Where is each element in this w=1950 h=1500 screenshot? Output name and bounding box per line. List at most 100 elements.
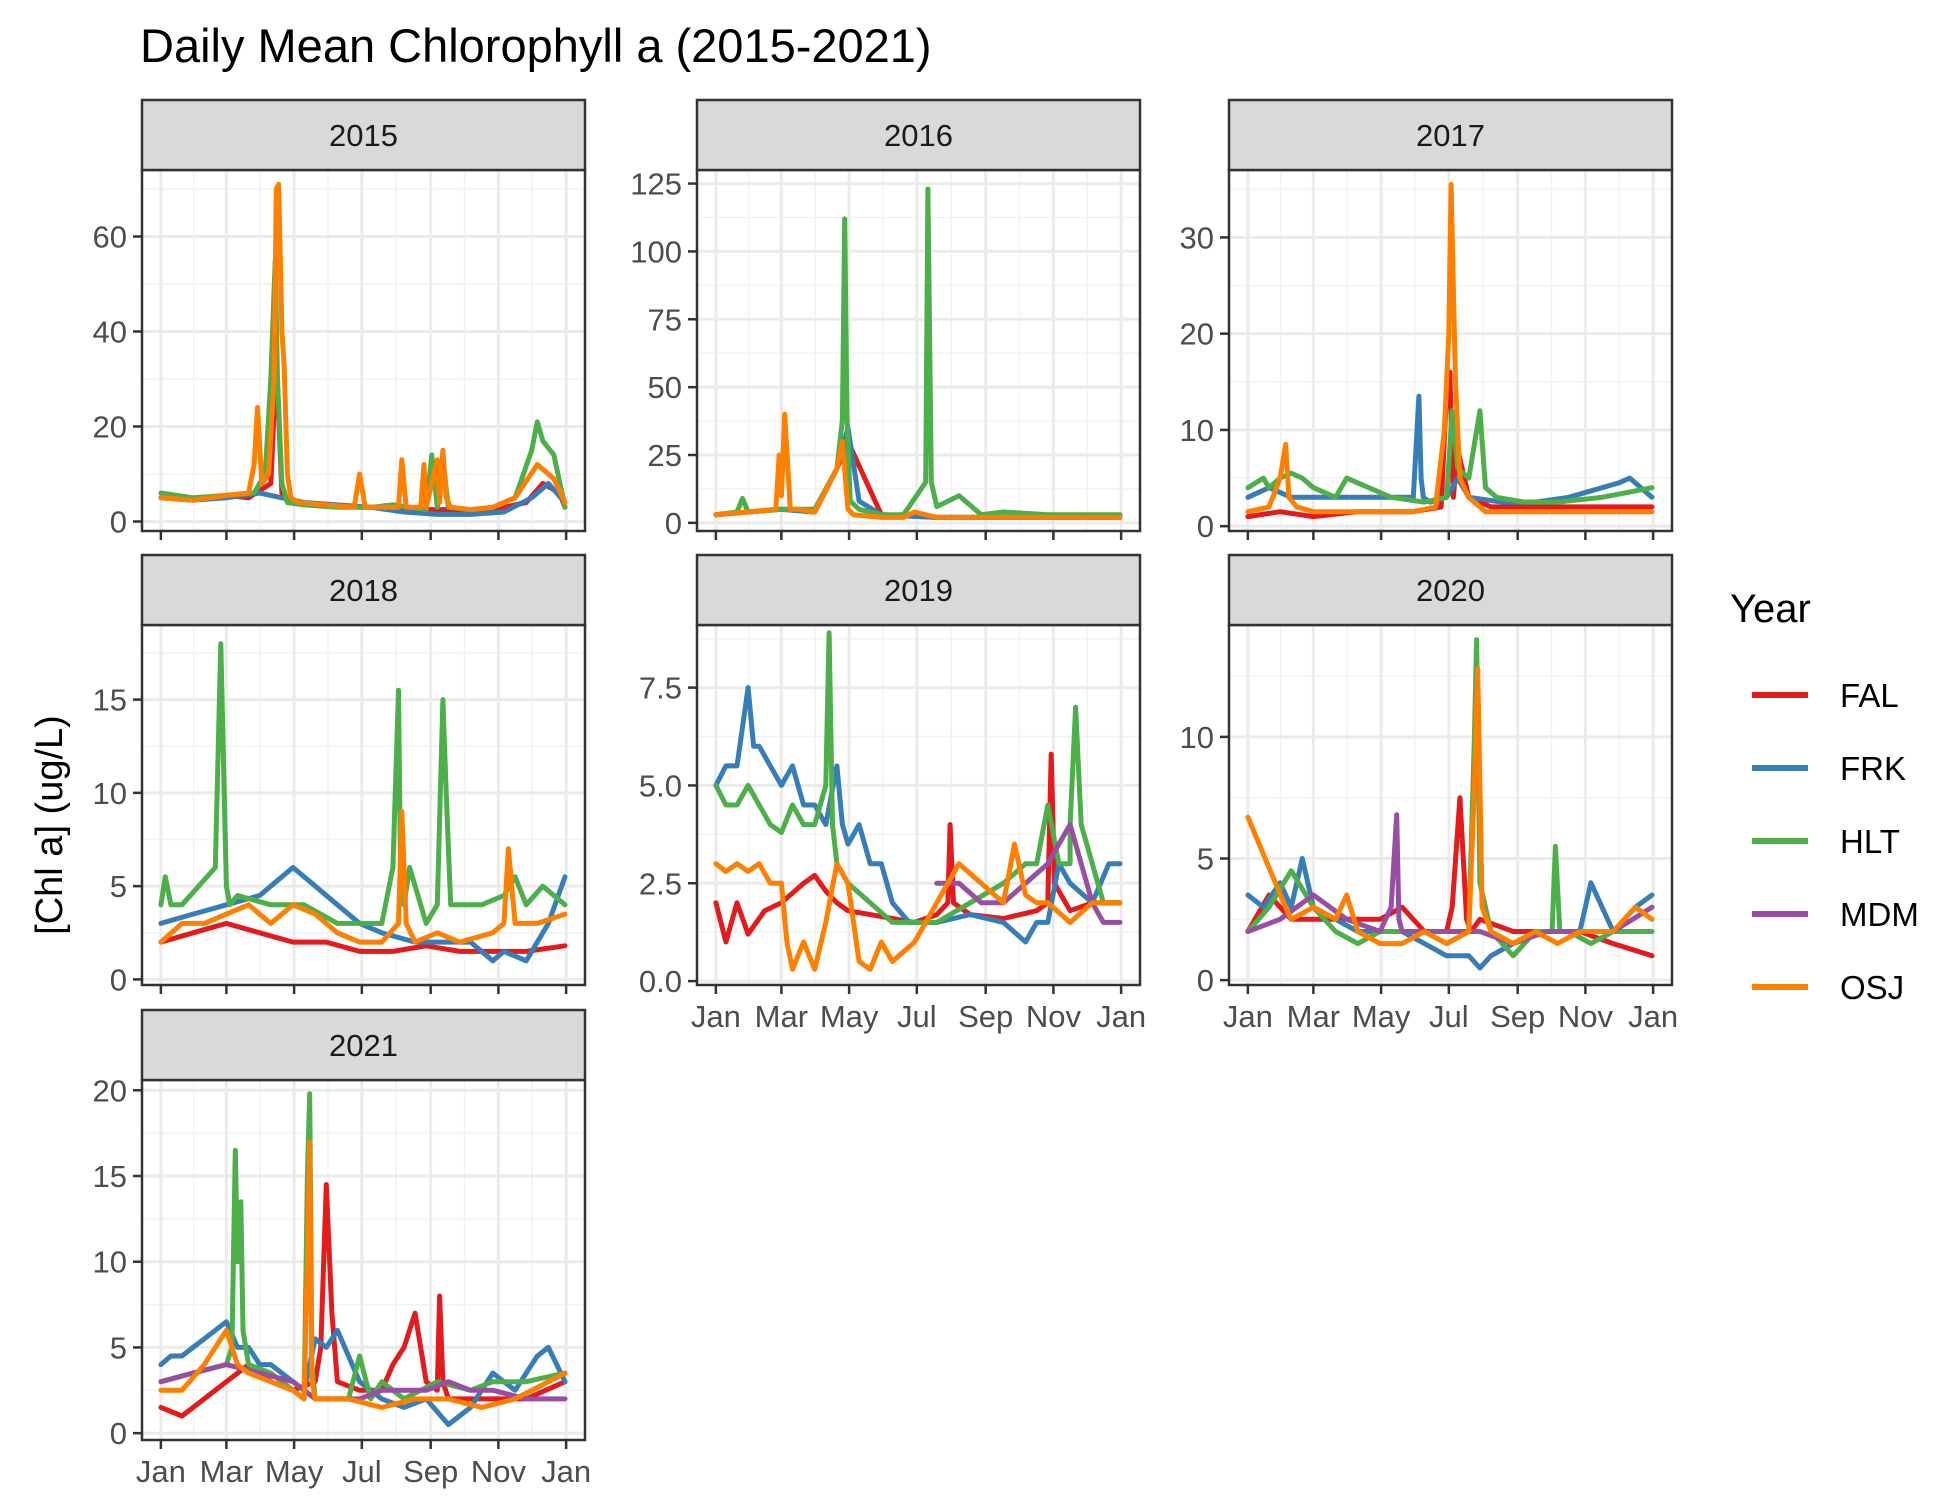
x-tick-label: Sep bbox=[1490, 999, 1545, 1034]
series-line-frk bbox=[158, 865, 568, 964]
y-tick-label: 5 bbox=[110, 869, 127, 904]
y-tick-label: 0 bbox=[110, 505, 127, 540]
legend-title: Year bbox=[1730, 587, 1811, 631]
legend-item-frk: FRK bbox=[1752, 750, 1906, 787]
y-tick-label: 0.0 bbox=[639, 964, 682, 999]
y-tick-label: 20 bbox=[93, 1073, 127, 1108]
y-tick-label: 10 bbox=[1180, 413, 1214, 448]
x-tick-label: Jul bbox=[897, 999, 937, 1034]
x-tick-label: Mar bbox=[755, 999, 808, 1034]
facet-strip-label: 2020 bbox=[1416, 573, 1485, 608]
panel-2018: 2018 0 5 10 15 bbox=[93, 553, 587, 997]
series-line-hlt bbox=[158, 641, 568, 926]
x-tick-label: Jul bbox=[1429, 999, 1469, 1034]
x-tick-label: May bbox=[1352, 999, 1411, 1034]
series-line-fal bbox=[158, 920, 568, 954]
series-line-fal bbox=[1245, 369, 1655, 520]
legend-item-fal: FAL bbox=[1752, 677, 1899, 714]
panel-background bbox=[697, 170, 1140, 531]
x-tick-label: Jan bbox=[541, 1454, 591, 1489]
legend-label: FRK bbox=[1840, 750, 1906, 787]
panel-background bbox=[142, 170, 585, 531]
x-tick-label: Nov bbox=[1558, 999, 1614, 1034]
y-tick-label: 2.5 bbox=[639, 866, 682, 901]
facet-strip bbox=[140, 553, 587, 627]
facet-panels: 2015020406020160255075100125201701020302… bbox=[93, 98, 1678, 1489]
y-tick-label: 10 bbox=[1180, 720, 1214, 755]
series-line-osj bbox=[158, 809, 568, 945]
facet-strip-label: 2016 bbox=[884, 118, 953, 153]
y-tick-label: 10 bbox=[93, 776, 127, 811]
legend-label: FAL bbox=[1840, 677, 1899, 714]
x-tick-label: Jan bbox=[1096, 999, 1146, 1034]
y-tick-label: 0 bbox=[1197, 509, 1214, 544]
y-tick-label: 20 bbox=[1180, 317, 1214, 352]
legend-label: OSJ bbox=[1840, 969, 1904, 1006]
series-line-hlt bbox=[158, 1091, 568, 1402]
x-tick-label: Jan bbox=[1628, 999, 1678, 1034]
facet-strip bbox=[695, 553, 1142, 627]
series-line-osj bbox=[158, 181, 568, 513]
series-line-osj bbox=[713, 411, 1123, 520]
y-tick-label: 0 bbox=[665, 506, 682, 541]
legend-label: HLT bbox=[1840, 823, 1900, 860]
panel-2017: 2017 0 10 20 30 bbox=[1180, 98, 1674, 544]
legend: Year FAL FRK HLT MDM OSJ bbox=[1730, 587, 1919, 1006]
x-tick-label: Nov bbox=[1026, 999, 1082, 1034]
x-tick-label: Nov bbox=[471, 1454, 527, 1489]
series-line-mdm bbox=[934, 822, 1123, 925]
y-tick-label: 0 bbox=[110, 962, 127, 997]
facet-strip-label: 2019 bbox=[884, 573, 953, 608]
facet-strip-label: 2021 bbox=[329, 1028, 398, 1063]
series-line-osj bbox=[158, 1139, 568, 1410]
facet-strip bbox=[695, 98, 1142, 172]
y-tick-label: 0 bbox=[1197, 963, 1214, 998]
y-tick-label: 30 bbox=[1180, 220, 1214, 255]
x-tick-label: Sep bbox=[403, 1454, 458, 1489]
y-tick-label: 100 bbox=[630, 234, 682, 269]
facet-strip-label: 2015 bbox=[329, 118, 398, 153]
facet-strip bbox=[140, 1008, 587, 1082]
legend-item-osj: OSJ bbox=[1752, 969, 1904, 1006]
x-tick-label: May bbox=[265, 1454, 324, 1489]
x-tick-label: Jan bbox=[691, 999, 741, 1034]
facet-strip bbox=[140, 98, 587, 172]
series-line-osj bbox=[1245, 666, 1655, 947]
facet-strip-label: 2017 bbox=[1416, 118, 1485, 153]
y-tick-label: 15 bbox=[93, 1159, 127, 1194]
facet-strip bbox=[1227, 98, 1674, 172]
x-tick-label: Jan bbox=[136, 1454, 186, 1489]
legend-item-hlt: HLT bbox=[1752, 823, 1900, 860]
y-tick-label: 10 bbox=[93, 1245, 127, 1280]
series-line-frk bbox=[1245, 856, 1655, 971]
facet-strip bbox=[1227, 553, 1674, 627]
y-tick-label: 5.0 bbox=[639, 768, 682, 803]
series-line-frk bbox=[713, 685, 1123, 945]
series-line-osj bbox=[1245, 181, 1655, 515]
x-tick-label: Jul bbox=[342, 1454, 382, 1489]
y-tick-label: 7.5 bbox=[639, 671, 682, 706]
x-tick-label: Jan bbox=[1223, 999, 1273, 1034]
y-tick-label: 125 bbox=[630, 167, 682, 202]
y-tick-label: 5 bbox=[1197, 842, 1214, 877]
x-tick-label: May bbox=[820, 999, 879, 1034]
panel-2021: 2021 0 5 10 15 20 Jan Mar May Jul Sep Nov Jan bbox=[93, 1008, 591, 1489]
facet-strip-label: 2018 bbox=[329, 573, 398, 608]
panel-background bbox=[697, 625, 1140, 985]
y-tick-label: 0 bbox=[110, 1416, 127, 1451]
series-line-osj bbox=[713, 841, 1123, 972]
y-tick-label: 15 bbox=[93, 683, 127, 718]
legend-items: FAL FRK HLT MDM OSJ bbox=[1752, 677, 1919, 1006]
x-tick-label: Mar bbox=[200, 1454, 253, 1489]
panel-2016: 2016 0 25 50 75 100 125 bbox=[630, 98, 1142, 541]
y-tick-label: 50 bbox=[648, 370, 682, 405]
y-tick-label: 20 bbox=[93, 410, 127, 445]
x-tick-label: Mar bbox=[1287, 999, 1340, 1034]
x-tick-label: Sep bbox=[958, 999, 1013, 1034]
panel-2019: 2019 0.0 2.5 5.0 7.5 Jan Mar May Jul Sep Nov Jan bbox=[639, 553, 1146, 1034]
panel-2015: 2015 0 20 40 60 bbox=[93, 98, 587, 540]
legend-item-mdm: MDM bbox=[1752, 896, 1919, 933]
y-tick-label: 5 bbox=[110, 1330, 127, 1365]
y-tick-label: 75 bbox=[648, 302, 682, 337]
